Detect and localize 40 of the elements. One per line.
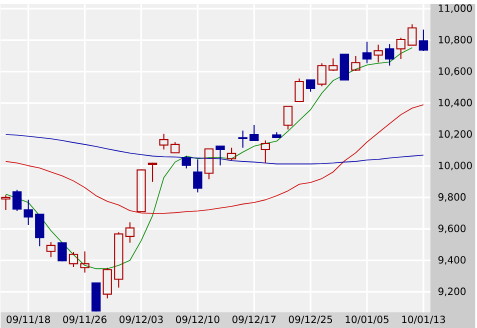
x-tick-label: 09/12/17: [232, 315, 276, 324]
candlestick: [80, 250, 90, 273]
line-series: [5, 47, 413, 269]
candlestick: [125, 222, 135, 244]
candlestick: [272, 131, 282, 138]
x-tick-label: 09/12/03: [120, 315, 163, 324]
candlestick: [294, 78, 304, 102]
candlestick: [216, 145, 225, 166]
candlestick: [362, 41, 372, 64]
x-tick-label: 10/01/05: [346, 315, 388, 324]
y-tick-label: 9,200: [438, 287, 466, 296]
candlestick: [159, 133, 168, 150]
y-tick-label: 11,000: [438, 4, 472, 13]
y-tick-label: 10,000: [438, 162, 472, 170]
y-tick-label: 9,400: [438, 256, 466, 264]
y-tick-label: 9,800: [438, 193, 466, 202]
candlestick: [250, 124, 259, 141]
x-tick-label: 09/11/26: [63, 315, 106, 324]
line-series: [5, 104, 424, 214]
candlestick: [418, 28, 428, 52]
candlestick: [238, 130, 248, 148]
y-tick-label: 9,600: [438, 224, 466, 234]
candlestick: [396, 37, 406, 60]
y-tick-label: 10,400: [438, 98, 472, 108]
candlestick: [374, 44, 383, 63]
x-tick-label: 09/11/18: [6, 315, 50, 324]
x-tick-label: 09/12/10: [176, 315, 220, 324]
y-tick-label: 10,600: [438, 67, 472, 76]
candlestick: [193, 158, 202, 193]
candlestick: [260, 140, 270, 164]
candlestick: [148, 162, 158, 182]
candlestick: [1, 194, 10, 210]
y-tick-label: 10,800: [438, 36, 472, 44]
x-tick-label: 09/12/25: [288, 315, 332, 324]
y-tick-label: 10,200: [438, 130, 472, 139]
candlestick: [24, 199, 33, 226]
x-tick-label: 10/01/13: [402, 315, 445, 324]
candlestick: [340, 54, 350, 80]
candlestick: [114, 232, 124, 288]
candlestick: [384, 43, 394, 66]
